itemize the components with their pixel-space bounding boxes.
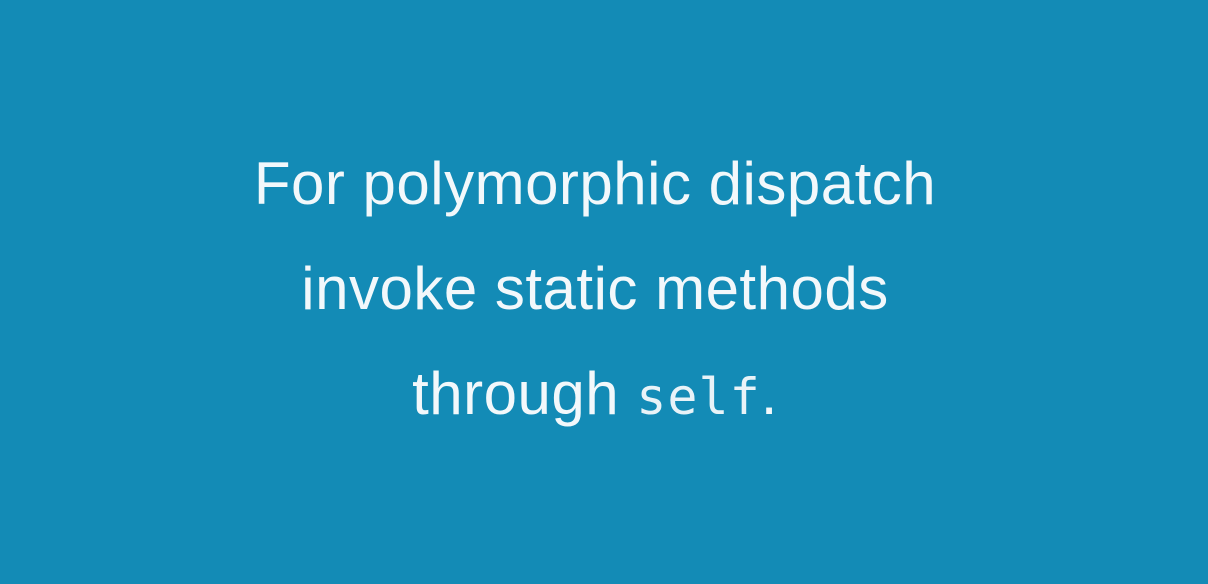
text-line-2: invoke static methods: [301, 254, 889, 322]
code-keyword-self: self: [636, 367, 761, 426]
text-line-3: through self.: [254, 341, 936, 450]
text-line-1: For polymorphic dispatch: [253, 149, 937, 217]
text-line-3-prefix: through: [412, 359, 637, 427]
slide-text: For polymorphic dispatch invoke static m…: [254, 131, 936, 450]
text-line-3-suffix: .: [760, 359, 778, 427]
